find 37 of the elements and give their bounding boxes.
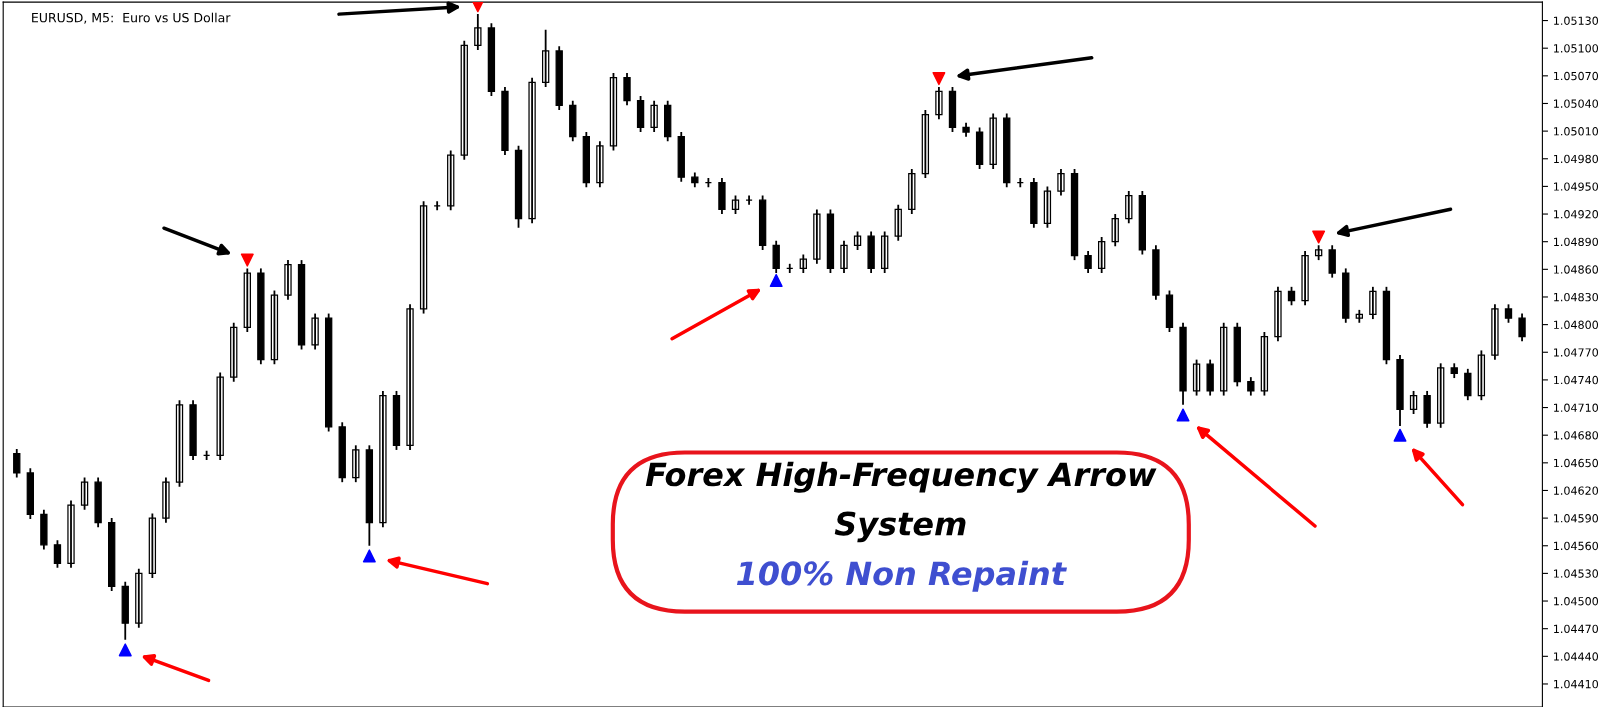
y-tick-label: 1.04530	[1554, 569, 1599, 578]
point	[362, 549, 376, 563]
y-tick-label: 1.04470	[1554, 624, 1599, 634]
y-tick-label: 1.05040	[1554, 99, 1599, 108]
y-tick-label: 1.05130	[1554, 16, 1599, 25]
text: EURUSD, M5: Euro vs US Dollar	[32, 12, 231, 24]
y-tick-label: 1.04500	[1554, 597, 1599, 606]
annotation: 100% Non Repaint	[736, 560, 1067, 592]
point	[932, 72, 946, 86]
y-tick-label: 1.04620	[1554, 486, 1599, 495]
y-tick-label: 1.04980	[1554, 154, 1599, 164]
point	[1393, 428, 1407, 442]
y-tick-label: 1.04950	[1554, 182, 1599, 191]
y-tick-label: 1.04800	[1554, 320, 1599, 329]
y-tick-label: 1.04770	[1554, 348, 1599, 357]
y-tick-label: 1.04650	[1554, 458, 1599, 468]
annotation: System	[834, 511, 966, 543]
y-tick-label: 1.04890	[1554, 237, 1599, 247]
y-tick-label: 1.04830	[1554, 292, 1599, 302]
point	[1312, 230, 1326, 244]
point	[1176, 408, 1190, 422]
y-tick-label: 1.05070	[1554, 71, 1599, 81]
y-tick-label: 1.04710	[1554, 403, 1599, 412]
y-tick-label: 1.04680	[1554, 431, 1599, 440]
point	[118, 643, 132, 657]
y-tick-label: 1.04860	[1554, 265, 1599, 274]
y-tick-label: 1.04440	[1554, 652, 1599, 661]
y-tick-label: 1.04590	[1554, 514, 1599, 523]
point	[240, 253, 254, 267]
point	[769, 273, 783, 287]
y-tick-label: 1.04410	[1554, 679, 1599, 689]
annotation: Forex High-Frequency Arrow	[645, 461, 1157, 493]
y-tick-label: 1.04560	[1554, 541, 1599, 551]
y-tick-label: 1.04920	[1554, 210, 1599, 219]
y-tick-label: 1.04740	[1554, 375, 1599, 385]
y-tick-label: 1.05100	[1554, 44, 1599, 53]
y-tick-label: 1.05010	[1554, 127, 1599, 136]
